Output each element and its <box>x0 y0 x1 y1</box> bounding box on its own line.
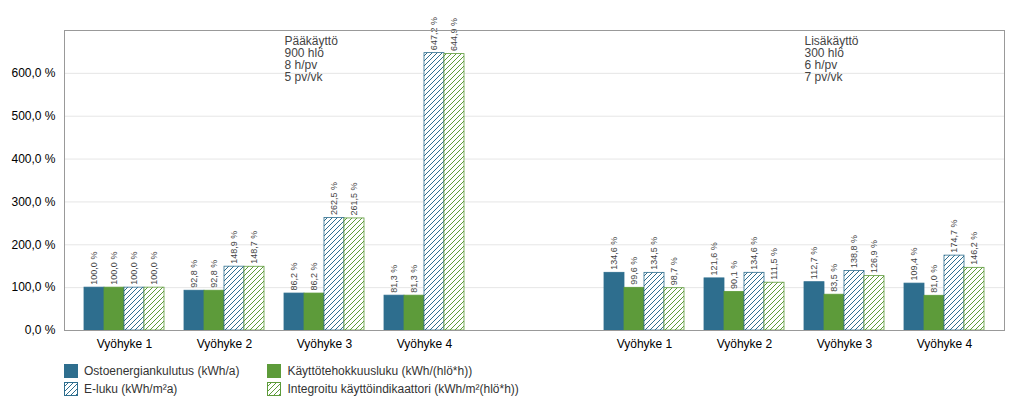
svg-text:300,0 %: 300,0 % <box>11 195 55 209</box>
svg-text:92,8 %: 92,8 % <box>189 260 199 288</box>
html-text:Ostoenergiankulutus (kWh/a): Ostoenergiankulutus (kWh/a) <box>84 364 240 378</box>
svg-text:Vyöhyke 2: Vyöhyke 2 <box>197 337 253 351</box>
svg-text:86,2 %: 86,2 % <box>309 263 319 291</box>
svg-text:Vyöhyke 3: Vyöhyke 3 <box>817 337 873 351</box>
svg-text:112,7 %: 112,7 % <box>809 247 819 279</box>
svg-text:Vyöhyke 2: Vyöhyke 2 <box>717 337 773 351</box>
html-text:E-luku (kWh/m²a): E-luku (kWh/m²a) <box>84 382 178 396</box>
svg-text:647,2 %: 647,2 % <box>429 17 439 50</box>
svg-text:148,9 %: 148,9 % <box>229 231 239 264</box>
svg-text:Pääkäyttö900 hlö8 h/pv5 pv/vk: Pääkäyttö900 hlö8 h/pv5 pv/vk <box>285 34 339 84</box>
svg-text:111,5 %: 111,5 % <box>769 248 779 280</box>
svg-text:Vyöhyke 1: Vyöhyke 1 <box>617 337 673 351</box>
svg-text:90,1 %: 90,1 % <box>729 261 739 289</box>
svg-text:148,7 %: 148,7 % <box>249 231 259 264</box>
svg-text:121,6 %: 121,6 % <box>709 242 719 275</box>
svg-text:644,9 %: 644,9 % <box>449 18 459 51</box>
svg-text:600,0 %: 600,0 % <box>11 66 55 80</box>
svg-text:100,0 %: 100,0 % <box>129 252 139 285</box>
svg-text:100,0 %: 100,0 % <box>149 252 159 285</box>
svg-text:109,4 %: 109,4 % <box>909 248 919 281</box>
svg-text:Vyöhyke 3: Vyöhyke 3 <box>297 337 353 351</box>
html-text:Integroitu käyttöindikaattori: Integroitu käyttöindikaattori (kWh/m²(hl… <box>287 382 519 396</box>
svg-text:100,0 %: 100,0 % <box>11 280 55 294</box>
svg-text:Vyöhyke 4: Vyöhyke 4 <box>397 337 453 351</box>
svg-text:134,6 %: 134,6 % <box>749 237 759 270</box>
html-text:Käyttötehokkuusluku (kWh/(hlö*: Käyttötehokkuusluku (kWh/(hlö*h)) <box>287 364 473 378</box>
svg-text:500,0 %: 500,0 % <box>11 109 55 123</box>
svg-text:81,3 %: 81,3 % <box>389 265 399 293</box>
svg-text:100,0 %: 100,0 % <box>89 252 99 285</box>
svg-text:81,0 %: 81,0 % <box>929 265 939 293</box>
svg-text:174,7 %: 174,7 % <box>949 220 959 253</box>
svg-text:0,0 %: 0,0 % <box>25 323 56 337</box>
svg-text:Lisäkäyttö300 hlö6 h/pv7 pv/vk: Lisäkäyttö300 hlö6 h/pv7 pv/vk <box>805 34 859 84</box>
svg-text:134,5 %: 134,5 % <box>649 237 659 270</box>
svg-text:81,3 %: 81,3 % <box>409 265 419 293</box>
svg-text:Vyöhyke 1: Vyöhyke 1 <box>97 337 153 351</box>
svg-text:Vyöhyke 4: Vyöhyke 4 <box>917 337 973 351</box>
svg-text:126,9 %: 126,9 % <box>869 240 879 273</box>
svg-text:92,8 %: 92,8 % <box>209 260 219 288</box>
svg-text:83,5 %: 83,5 % <box>829 264 839 292</box>
svg-text:262,5 %: 262,5 % <box>329 182 339 215</box>
svg-text:100,0 %: 100,0 % <box>109 252 119 285</box>
svg-text:138,8 %: 138,8 % <box>849 235 859 268</box>
svg-text:400,0 %: 400,0 % <box>11 152 55 166</box>
svg-text:99,6 %: 99,6 % <box>629 257 639 285</box>
svg-text:146,2 %: 146,2 % <box>969 232 979 265</box>
svg-text:98,7 %: 98,7 % <box>669 257 679 285</box>
svg-text:200,0 %: 200,0 % <box>11 238 55 252</box>
svg-text:134,6 %: 134,6 % <box>609 237 619 270</box>
svg-text:86,2 %: 86,2 % <box>289 263 299 291</box>
svg-text:261,5 %: 261,5 % <box>349 182 359 215</box>
